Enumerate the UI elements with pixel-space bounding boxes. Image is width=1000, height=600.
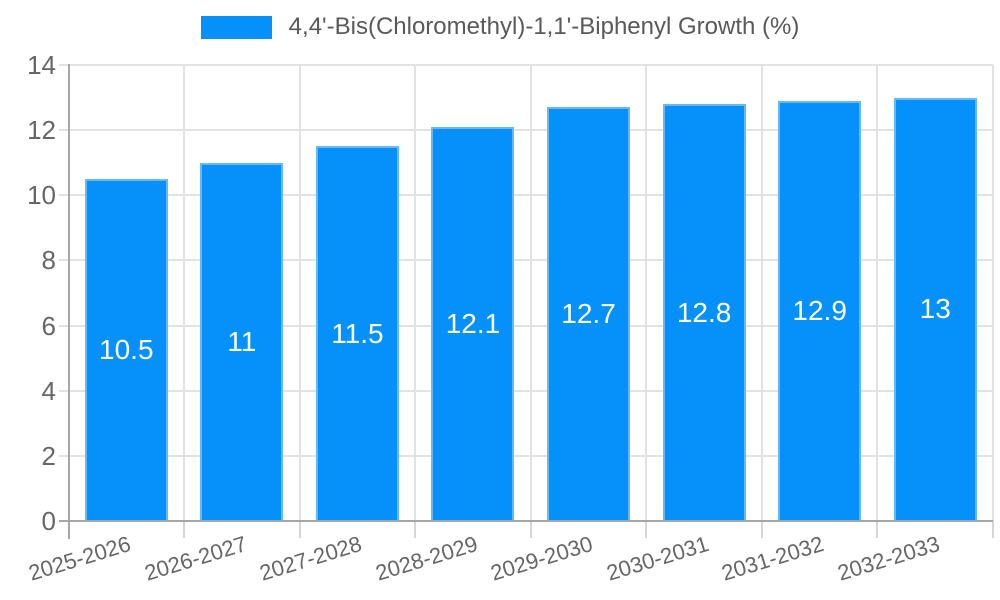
x-tick-label: 2032-2033	[834, 531, 943, 586]
bar	[778, 100, 862, 521]
x-tick-label: 2025-2026	[25, 531, 134, 586]
y-gridline	[59, 259, 993, 262]
y-axis-line	[67, 64, 70, 539]
x-axis-tick	[645, 521, 648, 538]
bar-value-label: 12.9	[792, 294, 847, 326]
bar	[893, 97, 977, 521]
bar-value-label: 10.5	[99, 334, 154, 365]
y-tick-label: 14	[27, 50, 56, 80]
legend-item[interactable]: 4,4'-Bis(Chloromethyl)-1,1'-Biphenyl Gro…	[200, 13, 800, 41]
y-gridline	[59, 129, 993, 132]
x-gridline	[529, 65, 532, 521]
bar-value-label: 12.1	[445, 307, 501, 339]
bar-value-label: 11	[227, 325, 257, 357]
y-tick-label: 6	[41, 310, 56, 341]
bar	[547, 107, 631, 521]
x-axis-tick	[876, 521, 879, 538]
y-gridline	[59, 64, 993, 66]
x-tick-label: 2029-2030	[487, 531, 596, 586]
x-axis-tick	[760, 521, 763, 538]
y-gridline	[59, 324, 993, 327]
x-axis-tick	[992, 521, 994, 538]
bar-value-label: 13	[919, 293, 951, 325]
y-gridline	[59, 194, 993, 197]
x-tick-label: 2031-2032	[719, 531, 827, 586]
legend: 4,4'-Bis(Chloromethyl)-1,1'-Biphenyl Gro…	[0, 13, 1000, 41]
x-axis-tick	[529, 521, 532, 538]
y-tick-label: 12	[27, 115, 56, 146]
x-gridline	[414, 65, 417, 521]
x-tick-label: 2030-2031	[603, 531, 712, 586]
x-gridline	[992, 65, 994, 521]
x-axis-tick	[414, 521, 417, 538]
y-gridline	[59, 389, 993, 392]
x-axis-tick	[298, 521, 301, 538]
x-gridline	[298, 65, 301, 521]
y-gridline	[59, 454, 993, 457]
bar	[84, 179, 168, 521]
y-tick-label: 0	[41, 506, 56, 536]
x-axis-tick	[183, 521, 186, 538]
x-tick-label: 2026-2027	[141, 531, 250, 586]
x-gridline	[183, 65, 186, 521]
bar	[662, 104, 746, 521]
bar-value-label: 12.7	[561, 298, 616, 330]
legend-label: 4,4'-Bis(Chloromethyl)-1,1'-Biphenyl Gro…	[288, 13, 800, 40]
y-tick-label: 10	[27, 180, 56, 211]
bar	[431, 126, 515, 521]
y-tick-label: 2	[41, 440, 56, 471]
bar-value-label: 12.8	[676, 296, 732, 328]
y-tick-label: 8	[41, 245, 56, 276]
x-gridline	[760, 65, 763, 521]
bar-value-label: 11.5	[331, 317, 384, 349]
x-tick-label: 2028-2029	[372, 531, 481, 586]
y-tick-label: 4	[41, 375, 56, 406]
legend-swatch-icon	[200, 15, 272, 39]
bar	[200, 162, 284, 521]
x-gridline	[876, 65, 879, 521]
x-axis-line	[59, 520, 993, 522]
x-gridline	[645, 65, 648, 521]
x-tick-label: 2027-2028	[256, 531, 365, 586]
bar	[315, 146, 399, 521]
